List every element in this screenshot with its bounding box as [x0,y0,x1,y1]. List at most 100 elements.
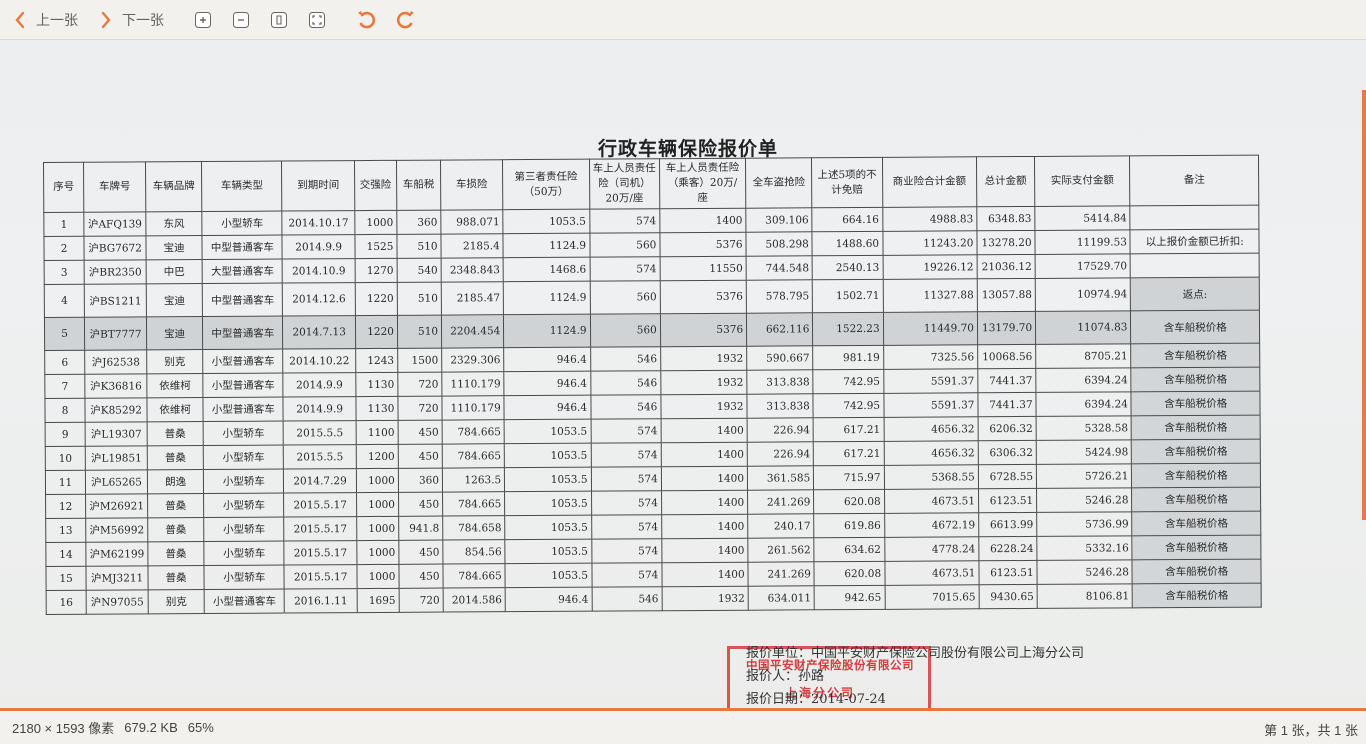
table-cell: 5376 [660,313,747,347]
table-cell: 沪BG7672 [84,235,147,261]
table-cell: 含车船税价格 [1131,391,1261,416]
table-cell: 450 [398,492,443,517]
table-cell: 241.269 [747,489,814,515]
table-cell: 小型轿车 [203,493,285,518]
table-cell: 2015.5.17 [284,516,357,542]
site-watermark: www.wooyun.org [1165,704,1358,710]
table-cell: 15 [45,566,87,591]
image-viewport[interactable]: 行政车辆保险报价单 序号 车牌号 车辆品牌 车辆类型 到期时间 交强险 车船税 车损险 第三者责… [0,40,1366,710]
table-cell: 2 [43,236,85,261]
table-cell: 5376 [660,280,747,314]
table-cell: 2014.7.13 [282,315,356,350]
zoom-out-button[interactable] [230,9,252,31]
table-cell: 小型轿车 [204,565,285,590]
table-cell: 别克 [146,349,203,374]
table-cell: 宝迪 [146,283,203,317]
table-cell: 2185.47 [441,281,504,316]
fit-page-button[interactable] [268,9,290,31]
column-header: 车损险 [440,159,504,211]
rotate-right-button[interactable] [394,9,416,31]
table-cell: 1124.9 [503,233,590,258]
table-cell: 1053.5 [504,443,591,468]
table-cell: 6394.24 [1036,391,1132,417]
table-cell: 241.269 [748,561,815,587]
table-cell: 360 [398,468,443,493]
table-cell: 中巴 [146,259,203,284]
table-cell: 1522.23 [812,312,884,346]
table-cell: 946.4 [505,587,592,612]
table-cell: 2185.4 [440,233,504,259]
table-cell: 8705.21 [1035,343,1132,369]
table-cell: 1000 [356,492,399,517]
next-image-label: 下一张 [122,12,164,29]
table-cell: 574 [591,538,662,564]
table-cell: 720 [397,372,442,397]
table-cell: 634.62 [814,537,885,562]
table-cell: 11449.70 [883,311,978,346]
table-cell: 2014.7.29 [283,468,357,494]
table-cell: 240.17 [747,513,815,539]
table-cell: 普桑 [147,421,204,446]
table-cell: 546 [590,394,661,420]
next-image-button[interactable]: 下一张 [94,5,170,35]
table-cell: 1400 [659,208,747,233]
table-cell: 5736.99 [1036,511,1133,537]
table-cell: 226.94 [747,417,814,443]
table-cell: 946.4 [504,371,591,396]
table-cell: 574 [590,442,662,468]
table-cell: 946.4 [504,395,591,420]
table-cell: 1695 [356,588,400,613]
table-cell: 5328.58 [1036,415,1132,441]
table-cell: 5591.37 [883,368,978,394]
table-cell: 含车船税价格 [1131,415,1261,440]
table-cell: 1500 [397,348,442,373]
table-cell: 854.56 [442,539,506,565]
chevron-right-icon [101,11,111,28]
column-header: 商业险合计金额 [882,156,977,208]
table-cell: 含车船税价格 [1132,583,1262,608]
table-cell: 3 [44,260,85,285]
column-header: 车牌号 [83,161,146,213]
table-cell: 2204.454 [441,314,504,349]
table-cell: 578.795 [746,279,813,314]
table-cell: 普桑 [147,541,205,566]
table-cell: 沪M26921 [85,493,148,519]
column-header: 车船税 [396,160,441,211]
table-cell: 1400 [661,490,748,515]
table-cell: 11550 [659,256,747,281]
table-cell: 返点: [1130,277,1260,311]
table-cell: 6613.99 [978,512,1037,537]
table-cell: 11199.53 [1035,229,1131,255]
table-cell: 5368.55 [883,464,979,490]
fullscreen-button[interactable] [306,9,328,31]
table-cell: 1 [43,212,85,237]
table-cell: 1263.5 [442,467,505,493]
table-cell: 2014.10.9 [282,258,355,284]
table-cell: 依维柯 [146,373,204,398]
table-cell: 含车船税价格 [1132,535,1261,560]
table-cell: 574 [590,418,662,444]
table-cell: 1220 [355,315,398,349]
table-cell: 261.562 [747,537,815,563]
table-cell: 6306.32 [978,440,1037,465]
table-cell: 1053.5 [504,491,592,516]
prev-image-button[interactable]: 上一张 [8,5,84,35]
table-cell: 2015.5.5 [283,444,357,470]
rotate-left-button[interactable] [356,9,378,31]
table-cell: 8 [44,398,86,423]
table-cell: 6123.51 [978,488,1037,513]
toolbar: 上一张 下一张 [0,0,1366,40]
column-header: 车辆品牌 [145,161,203,212]
table-cell: 14 [45,542,87,567]
zoom-in-button[interactable] [192,9,214,31]
table-cell: 7 [44,374,86,399]
company-seal [727,646,931,710]
table-cell: 590.667 [746,345,814,371]
table-cell: 1124.9 [503,281,590,315]
table-cell: 942.65 [814,585,885,610]
table-cell: 7441.37 [977,368,1037,393]
table-cell: 4673.51 [884,488,979,514]
seal-text-line2: 上海分公司 [785,686,856,700]
table-cell: 中型普通客车 [202,316,284,350]
table-cell: 小型轿车 [204,541,285,566]
